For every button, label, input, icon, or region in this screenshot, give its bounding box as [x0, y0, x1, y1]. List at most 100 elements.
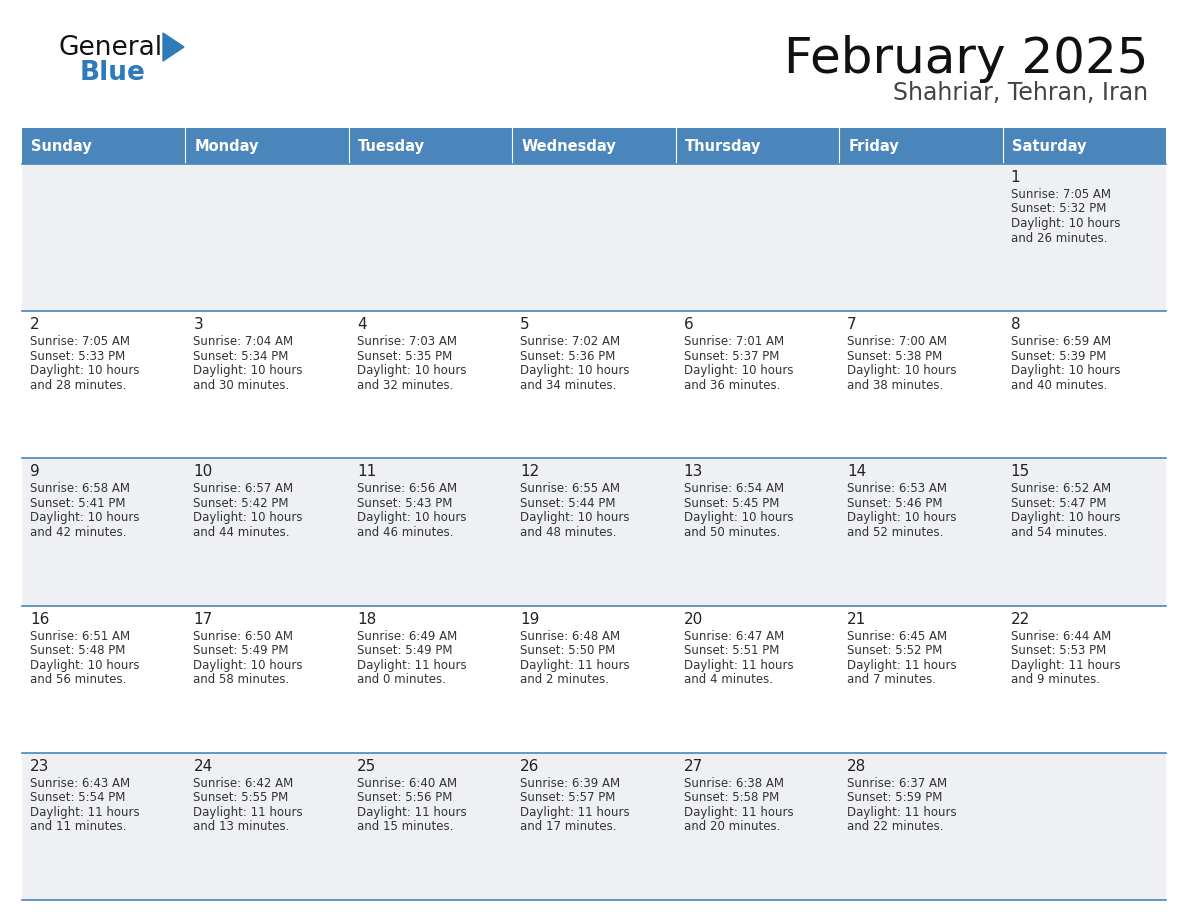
Text: Daylight: 10 hours: Daylight: 10 hours	[684, 511, 794, 524]
Text: Daylight: 10 hours: Daylight: 10 hours	[684, 364, 794, 377]
Text: 23: 23	[30, 759, 50, 774]
Text: 2: 2	[30, 318, 39, 332]
Text: Sunset: 5:36 PM: Sunset: 5:36 PM	[520, 350, 615, 363]
Text: Daylight: 10 hours: Daylight: 10 hours	[194, 658, 303, 672]
Text: Sunrise: 6:44 AM: Sunrise: 6:44 AM	[1011, 630, 1111, 643]
Text: and 50 minutes.: and 50 minutes.	[684, 526, 781, 539]
Text: Sunset: 5:38 PM: Sunset: 5:38 PM	[847, 350, 942, 363]
Text: Daylight: 10 hours: Daylight: 10 hours	[356, 364, 467, 377]
Text: and 36 minutes.: and 36 minutes.	[684, 379, 781, 392]
Text: Sunrise: 6:57 AM: Sunrise: 6:57 AM	[194, 482, 293, 496]
Text: and 58 minutes.: and 58 minutes.	[194, 673, 290, 686]
Text: Daylight: 10 hours: Daylight: 10 hours	[1011, 217, 1120, 230]
Text: Sunset: 5:50 PM: Sunset: 5:50 PM	[520, 644, 615, 657]
Text: and 22 minutes.: and 22 minutes.	[847, 821, 943, 834]
Text: Daylight: 10 hours: Daylight: 10 hours	[30, 511, 139, 524]
Text: 13: 13	[684, 465, 703, 479]
Text: Sunset: 5:58 PM: Sunset: 5:58 PM	[684, 791, 779, 804]
Text: 15: 15	[1011, 465, 1030, 479]
Text: Monday: Monday	[195, 139, 259, 153]
Text: Sunrise: 7:03 AM: Sunrise: 7:03 AM	[356, 335, 457, 348]
Text: Daylight: 11 hours: Daylight: 11 hours	[847, 806, 956, 819]
Text: Daylight: 11 hours: Daylight: 11 hours	[356, 806, 467, 819]
Text: Sunrise: 6:58 AM: Sunrise: 6:58 AM	[30, 482, 129, 496]
Text: Daylight: 10 hours: Daylight: 10 hours	[30, 658, 139, 672]
Text: and 13 minutes.: and 13 minutes.	[194, 821, 290, 834]
Text: Sunset: 5:53 PM: Sunset: 5:53 PM	[1011, 644, 1106, 657]
Text: Daylight: 10 hours: Daylight: 10 hours	[1011, 511, 1120, 524]
Text: 28: 28	[847, 759, 866, 774]
Text: 14: 14	[847, 465, 866, 479]
Text: Sunset: 5:51 PM: Sunset: 5:51 PM	[684, 644, 779, 657]
Text: Sunset: 5:37 PM: Sunset: 5:37 PM	[684, 350, 779, 363]
Text: Sunset: 5:42 PM: Sunset: 5:42 PM	[194, 497, 289, 509]
Text: 18: 18	[356, 611, 377, 627]
Text: Sunset: 5:34 PM: Sunset: 5:34 PM	[194, 350, 289, 363]
Bar	[23, 753, 1165, 900]
Text: and 56 minutes.: and 56 minutes.	[30, 673, 126, 686]
Text: Sunrise: 6:48 AM: Sunrise: 6:48 AM	[520, 630, 620, 643]
Text: Daylight: 11 hours: Daylight: 11 hours	[30, 806, 140, 819]
Text: Sunset: 5:55 PM: Sunset: 5:55 PM	[194, 791, 289, 804]
Text: Shahriar, Tehran, Iran: Shahriar, Tehran, Iran	[893, 81, 1148, 105]
Text: Sunday: Sunday	[31, 139, 91, 153]
Text: 27: 27	[684, 759, 703, 774]
Text: 7: 7	[847, 318, 857, 332]
Text: Sunrise: 6:54 AM: Sunrise: 6:54 AM	[684, 482, 784, 496]
Text: Daylight: 10 hours: Daylight: 10 hours	[847, 364, 956, 377]
Text: General: General	[58, 35, 162, 61]
Text: 8: 8	[1011, 318, 1020, 332]
Text: Sunset: 5:44 PM: Sunset: 5:44 PM	[520, 497, 615, 509]
Text: Wednesday: Wednesday	[522, 139, 617, 153]
Text: 20: 20	[684, 611, 703, 627]
Text: and 26 minutes.: and 26 minutes.	[1011, 231, 1107, 244]
Text: 19: 19	[520, 611, 539, 627]
Text: Friday: Friday	[848, 139, 899, 153]
Text: Sunset: 5:56 PM: Sunset: 5:56 PM	[356, 791, 453, 804]
Text: and 0 minutes.: and 0 minutes.	[356, 673, 446, 686]
Text: Sunset: 5:52 PM: Sunset: 5:52 PM	[847, 644, 942, 657]
Text: Sunrise: 7:04 AM: Sunrise: 7:04 AM	[194, 335, 293, 348]
Text: 12: 12	[520, 465, 539, 479]
Text: and 46 minutes.: and 46 minutes.	[356, 526, 454, 539]
Text: Sunrise: 6:56 AM: Sunrise: 6:56 AM	[356, 482, 457, 496]
Text: Sunset: 5:45 PM: Sunset: 5:45 PM	[684, 497, 779, 509]
Text: Daylight: 10 hours: Daylight: 10 hours	[194, 511, 303, 524]
Text: Daylight: 10 hours: Daylight: 10 hours	[520, 511, 630, 524]
Text: and 2 minutes.: and 2 minutes.	[520, 673, 609, 686]
Text: Sunrise: 6:53 AM: Sunrise: 6:53 AM	[847, 482, 947, 496]
Text: Sunset: 5:54 PM: Sunset: 5:54 PM	[30, 791, 126, 804]
Text: and 38 minutes.: and 38 minutes.	[847, 379, 943, 392]
Text: and 52 minutes.: and 52 minutes.	[847, 526, 943, 539]
Text: Sunset: 5:46 PM: Sunset: 5:46 PM	[847, 497, 942, 509]
Text: 9: 9	[30, 465, 39, 479]
Text: Sunrise: 6:40 AM: Sunrise: 6:40 AM	[356, 777, 457, 789]
Text: and 15 minutes.: and 15 minutes.	[356, 821, 454, 834]
Text: Sunset: 5:33 PM: Sunset: 5:33 PM	[30, 350, 125, 363]
Text: 11: 11	[356, 465, 377, 479]
Text: Daylight: 10 hours: Daylight: 10 hours	[194, 364, 303, 377]
Text: and 34 minutes.: and 34 minutes.	[520, 379, 617, 392]
Text: Sunrise: 6:55 AM: Sunrise: 6:55 AM	[520, 482, 620, 496]
Text: Daylight: 11 hours: Daylight: 11 hours	[684, 658, 794, 672]
Text: 25: 25	[356, 759, 377, 774]
Text: and 40 minutes.: and 40 minutes.	[1011, 379, 1107, 392]
Text: Sunset: 5:48 PM: Sunset: 5:48 PM	[30, 644, 126, 657]
Text: Sunset: 5:35 PM: Sunset: 5:35 PM	[356, 350, 453, 363]
Text: Daylight: 10 hours: Daylight: 10 hours	[30, 364, 139, 377]
Text: 16: 16	[30, 611, 50, 627]
Text: 5: 5	[520, 318, 530, 332]
Text: Daylight: 11 hours: Daylight: 11 hours	[1011, 658, 1120, 672]
Text: and 7 minutes.: and 7 minutes.	[847, 673, 936, 686]
Text: Sunrise: 6:38 AM: Sunrise: 6:38 AM	[684, 777, 784, 789]
Text: 3: 3	[194, 318, 203, 332]
Text: and 42 minutes.: and 42 minutes.	[30, 526, 126, 539]
Text: Sunset: 5:41 PM: Sunset: 5:41 PM	[30, 497, 126, 509]
Text: and 28 minutes.: and 28 minutes.	[30, 379, 126, 392]
Text: Sunrise: 7:05 AM: Sunrise: 7:05 AM	[1011, 188, 1111, 201]
Text: Daylight: 11 hours: Daylight: 11 hours	[684, 806, 794, 819]
Text: 24: 24	[194, 759, 213, 774]
Text: Tuesday: Tuesday	[358, 139, 425, 153]
Text: and 44 minutes.: and 44 minutes.	[194, 526, 290, 539]
Text: and 30 minutes.: and 30 minutes.	[194, 379, 290, 392]
